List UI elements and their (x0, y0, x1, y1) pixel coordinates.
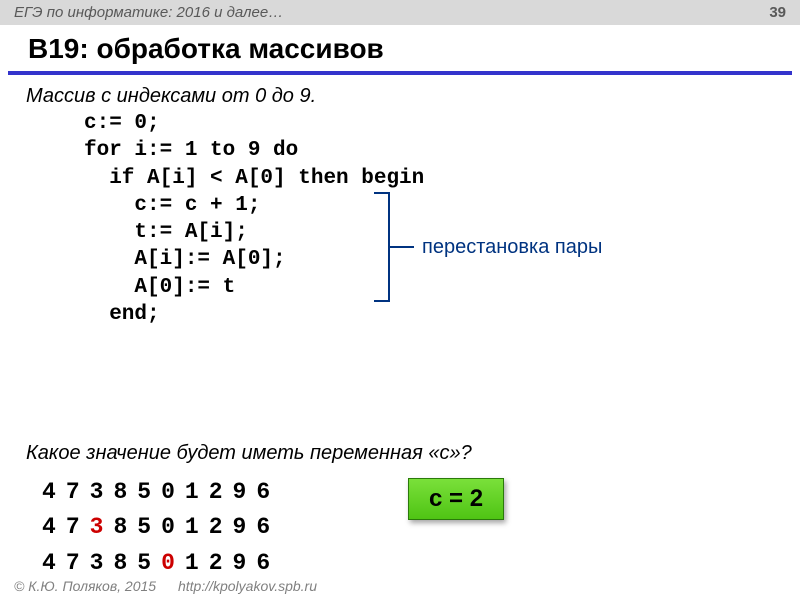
code-line: c:= 0; (84, 112, 160, 135)
array-row-3: 4738501296 (42, 546, 774, 582)
code-line: for i:= 1 to 9 do (84, 139, 298, 162)
array-value: 7 (66, 479, 80, 505)
code-line: A[i]:= A[0]; (84, 248, 286, 271)
footer: © К.Ю. Поляков, 2015 http://kpolyakov.sp… (14, 578, 317, 594)
array-value: 4 (42, 479, 56, 505)
array-value: 0 (161, 550, 175, 576)
array-value: 5 (137, 479, 151, 505)
bracket-icon (374, 192, 390, 302)
annotation-text: перестановка пары (422, 234, 602, 260)
array-value: 9 (233, 514, 247, 540)
copyright: © К.Ю. Поляков, 2015 (14, 578, 156, 594)
code-line: t:= A[i]; (84, 221, 248, 244)
question-text: Какое значение будет иметь переменная «с… (26, 442, 774, 465)
content: Массив с индексами от 0 до 9. c:= 0; for… (0, 75, 800, 581)
array-value: 3 (90, 550, 104, 576)
slide-title: B19: обработка массивов (8, 25, 792, 75)
header-text: ЕГЭ по информатике: 2016 и далее… (14, 4, 283, 21)
footer-link[interactable]: http://kpolyakov.spb.ru (178, 578, 317, 594)
array-value: 2 (209, 514, 223, 540)
array-value: 3 (90, 514, 104, 540)
intro-text: Массив с индексами от 0 до 9. (26, 85, 774, 108)
array-value: 8 (113, 479, 127, 505)
array-value: 8 (113, 550, 127, 576)
array-value: 7 (66, 550, 80, 576)
array-value: 8 (113, 514, 127, 540)
code-line: end; (84, 303, 160, 326)
array-value: 1 (185, 550, 199, 576)
array-value: 5 (137, 550, 151, 576)
code-block: c:= 0; for i:= 1 to 9 do if A[i] < A[0] … (84, 110, 774, 438)
array-value: 1 (185, 514, 199, 540)
code-line: c:= c + 1; (84, 194, 260, 217)
bracket-dash (390, 246, 414, 248)
array-value: 9 (233, 479, 247, 505)
array-value: 6 (256, 550, 270, 576)
array-value: 9 (233, 550, 247, 576)
array-value: 0 (161, 514, 175, 540)
array-value: 4 (42, 514, 56, 540)
array-value: 3 (90, 479, 104, 505)
array-value: 0 (161, 479, 175, 505)
array-value: 1 (185, 479, 199, 505)
array-value: 5 (137, 514, 151, 540)
header-bar: ЕГЭ по информатике: 2016 и далее… 39 (0, 0, 800, 25)
array-value: 2 (209, 479, 223, 505)
array-value: 2 (209, 550, 223, 576)
array-value: 7 (66, 514, 80, 540)
array-value: 6 (256, 479, 270, 505)
array-value: 4 (42, 550, 56, 576)
code-line: if A[i] < A[0] then begin (84, 167, 424, 190)
array-value: 6 (256, 514, 270, 540)
page-number: 39 (769, 4, 786, 21)
code-line: A[0]:= t (84, 276, 235, 299)
result-box: c = 2 (408, 478, 504, 520)
